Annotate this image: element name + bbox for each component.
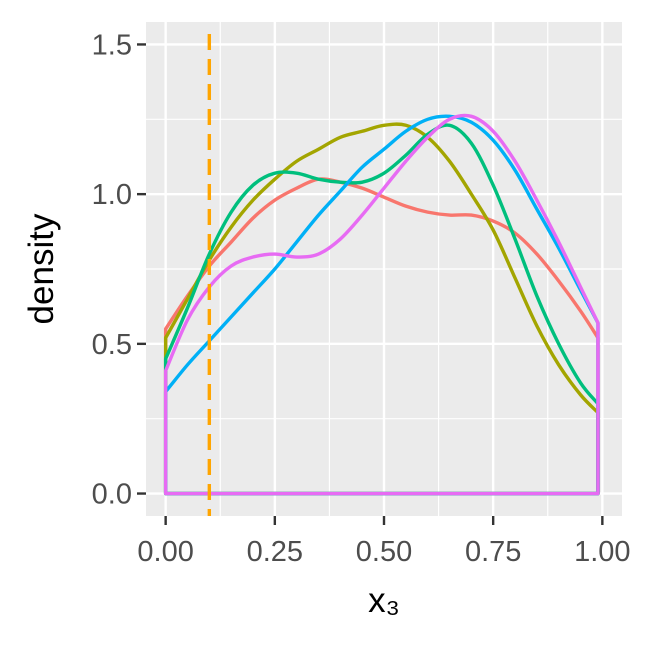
density-curve-2	[163, 122, 600, 496]
density-curve-3	[163, 123, 600, 496]
x-axis: 0.00 0.25 0.50 0.75 1.00	[137, 516, 631, 568]
y-axis-title: density	[22, 213, 61, 324]
series-layer	[163, 113, 600, 496]
x-tick-label: 0.50	[356, 536, 412, 568]
density-curve-1	[163, 177, 600, 496]
x-tick-label: 1.00	[574, 536, 630, 568]
y-tick-label: 0.5	[92, 329, 132, 361]
y-tick-label: 1.5	[92, 29, 132, 61]
y-tick-label: 0.0	[92, 479, 132, 511]
x-tick-label: 0.00	[137, 536, 193, 568]
density-curve-4	[163, 114, 600, 496]
major-grid	[146, 22, 622, 516]
y-axis: 0.0 0.5 1.0 1.5	[92, 29, 146, 511]
y-tick-label: 1.0	[92, 179, 132, 211]
x-axis-title: x₃	[368, 581, 400, 620]
x-tick-label: 0.25	[247, 536, 303, 568]
x-tick-label: 0.75	[465, 536, 521, 568]
density-curve-5	[163, 113, 600, 496]
